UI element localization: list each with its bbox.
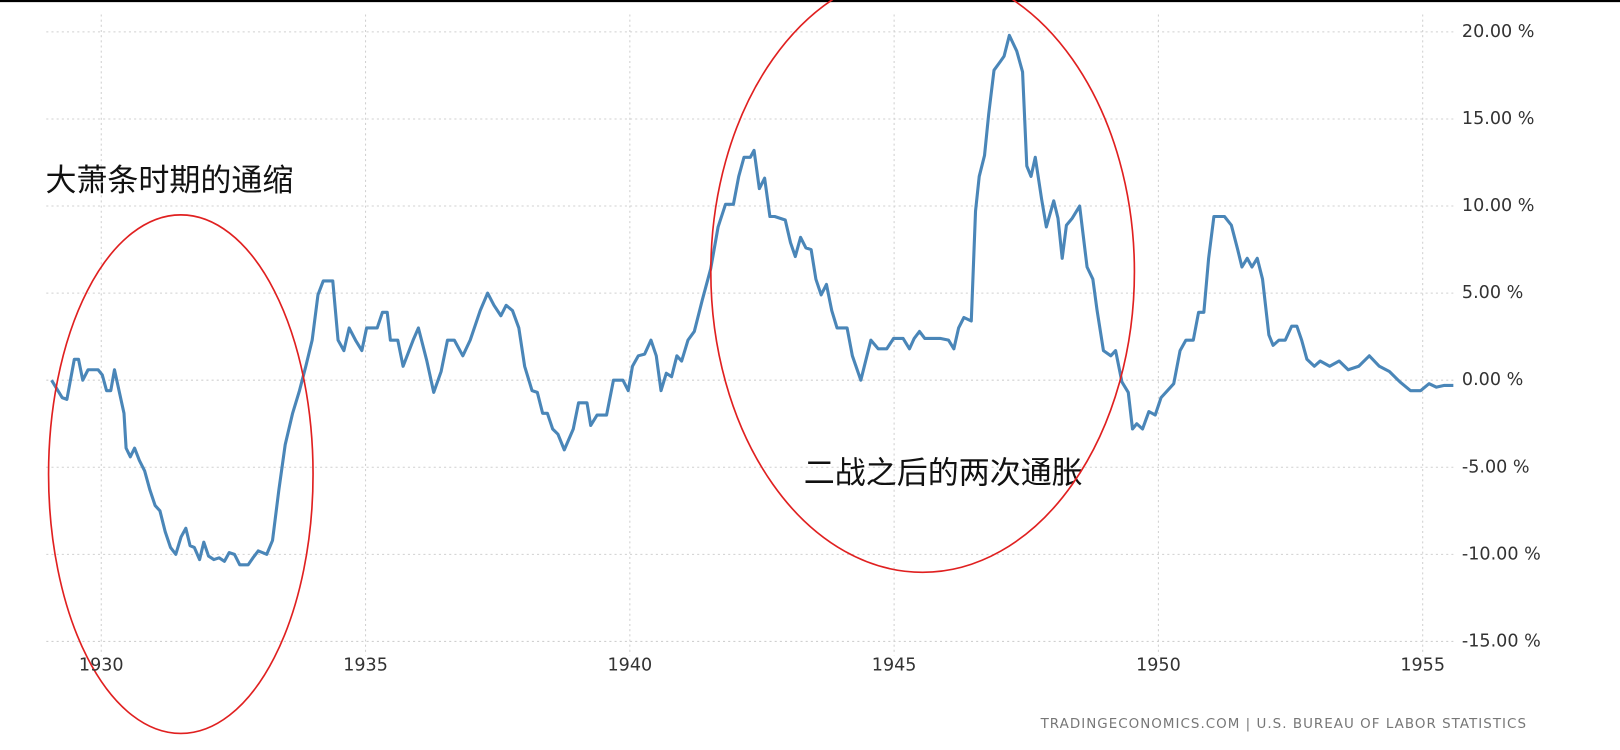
line-series <box>50 33 1454 567</box>
annotation: 二战之后的两次通胀 <box>804 455 1083 490</box>
y-tick-label: 5.00 % <box>1462 283 1523 303</box>
x-tick-label: 1950 <box>1136 655 1181 675</box>
source: TRADINGECONOMICS.COM | U.S. BUREAU OF LA… <box>1040 717 1527 732</box>
y-tick-label: 20.00 % <box>1462 22 1534 42</box>
plot <box>50 33 1454 567</box>
y-tick-label: -5.00 % <box>1462 457 1530 477</box>
x-tick-label: 1955 <box>1400 655 1445 675</box>
x-tick-label: 1945 <box>872 655 917 675</box>
y-tick-label: -15.00 % <box>1462 631 1541 651</box>
y-tick-label: 15.00 % <box>1462 109 1534 129</box>
y-tick-label: 0.00 % <box>1462 370 1523 390</box>
grid <box>46 14 1454 656</box>
y-tick-label: 10.00 % <box>1462 196 1534 216</box>
x-tick-label: 1930 <box>79 655 124 675</box>
x-tick-label: 1940 <box>608 655 653 675</box>
highlight-ellipse <box>710 0 1136 574</box>
x-tick-label: 1935 <box>343 655 388 675</box>
highlight-ellipse <box>47 214 314 735</box>
y-tick-label: -10.00 % <box>1462 544 1541 564</box>
annotation: 大萧条时期的通缩 <box>45 163 293 198</box>
